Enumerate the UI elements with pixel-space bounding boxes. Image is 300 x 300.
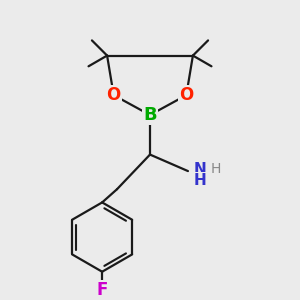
Text: H: H xyxy=(194,173,207,188)
Text: B: B xyxy=(143,106,157,124)
Text: H: H xyxy=(211,162,221,176)
Text: O: O xyxy=(179,86,194,104)
Text: O: O xyxy=(106,86,121,104)
Text: F: F xyxy=(97,281,108,299)
Text: N: N xyxy=(194,162,207,177)
